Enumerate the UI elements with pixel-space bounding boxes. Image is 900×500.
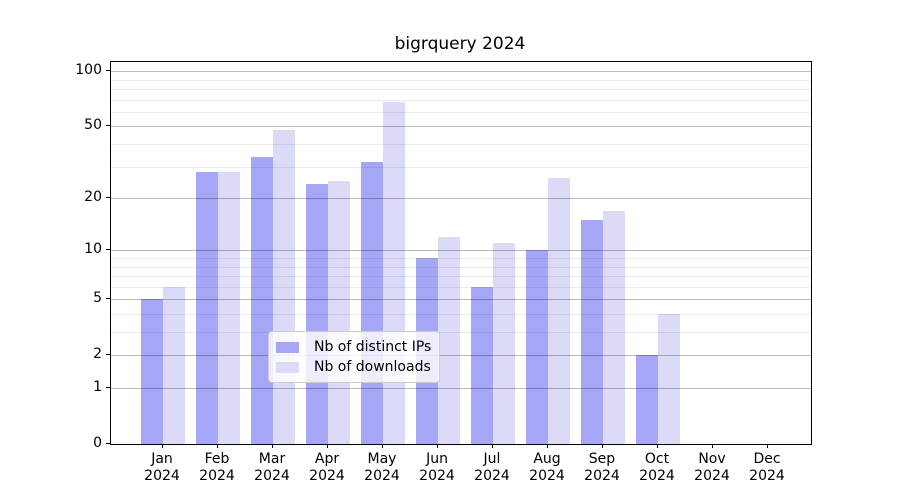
x-tick-mark-aug — [547, 444, 548, 448]
y-tick-mark-5 — [106, 298, 110, 300]
x-tick-label-jul: Jul 2024 — [474, 451, 510, 484]
x-tick-mark-feb — [217, 444, 218, 448]
y-tick-label-100: 100 — [75, 62, 102, 79]
bar-downloads-jun — [438, 236, 460, 444]
x-tick-mark-may — [382, 444, 383, 448]
x-tick-mark-apr — [327, 444, 328, 448]
bar-distinct-ips-jan — [141, 299, 163, 444]
x-tick-label-feb: Feb 2024 — [199, 451, 235, 484]
legend-label-distinct-ips: Nb of distinct IPs — [314, 339, 432, 355]
gridline-minor-60 — [111, 111, 811, 113]
bar-distinct-ips-mar — [251, 156, 273, 444]
y-tick-label-5: 5 — [93, 290, 102, 307]
y-tick-label-1: 1 — [93, 379, 102, 395]
x-tick-label-jan: Jan 2024 — [144, 451, 180, 484]
x-tick-label-dec: Dec 2024 — [749, 451, 785, 484]
bar-downloads-mar — [273, 129, 295, 444]
bar-distinct-ips-jul — [471, 286, 493, 444]
bar-downloads-sep — [603, 210, 625, 444]
y-tick-label-10: 10 — [84, 241, 102, 258]
bar-distinct-ips-sep — [581, 220, 603, 444]
bar-distinct-ips-may — [361, 161, 383, 444]
x-tick-mark-oct — [657, 444, 658, 448]
bar-downloads-may — [383, 101, 405, 444]
legend-swatch-downloads — [276, 361, 299, 373]
y-tick-mark-2 — [106, 354, 110, 356]
bar-distinct-ips-feb — [196, 172, 218, 444]
bar-downloads-aug — [548, 177, 570, 444]
chart-title: bigrquery 2024 — [394, 34, 526, 54]
bar-downloads-feb — [218, 172, 240, 444]
y-tick-mark-1 — [106, 387, 110, 388]
y-tick-label-20: 20 — [84, 189, 102, 206]
x-tick-mark-jan — [162, 444, 163, 448]
bar-distinct-ips-apr — [306, 183, 328, 444]
x-tick-label-sep: Sep 2024 — [584, 451, 620, 484]
y-tick-mark-10 — [106, 249, 110, 251]
y-tick-mark-50 — [106, 125, 110, 127]
x-tick-label-apr: Apr 2024 — [309, 451, 345, 484]
x-tick-mark-sep — [602, 444, 603, 448]
x-tick-label-mar: Mar 2024 — [254, 451, 290, 484]
gridline-minor-90 — [111, 79, 811, 81]
y-tick-mark-100 — [106, 70, 110, 72]
gridline-minor-70 — [111, 99, 811, 101]
legend-item-distinct-ips: Nb of distinct IPs — [276, 337, 431, 357]
x-tick-label-aug: Aug 2024 — [529, 451, 565, 484]
y-tick-label-50: 50 — [84, 117, 102, 134]
bar-distinct-ips-oct — [636, 355, 658, 444]
y-tick-mark-0 — [106, 443, 110, 444]
x-tick-label-oct: Oct 2024 — [639, 451, 675, 484]
x-tick-label-may: May 2024 — [364, 451, 400, 484]
gridline-minor-40 — [111, 144, 811, 146]
x-tick-mark-nov — [712, 444, 713, 448]
gridline-minor-80 — [111, 89, 811, 91]
legend-swatch-distinct-ips — [276, 341, 299, 353]
bar-downloads-jul — [493, 243, 515, 444]
x-tick-label-jun: Jun 2024 — [419, 451, 455, 484]
legend-label-downloads: Nb of downloads — [314, 359, 431, 375]
bar-downloads-jan — [163, 286, 185, 444]
bar-downloads-apr — [328, 180, 350, 444]
legend-item-downloads: Nb of downloads — [276, 357, 431, 377]
y-tick-label-2: 2 — [93, 346, 102, 363]
plot-area — [110, 61, 812, 445]
bar-downloads-oct — [658, 314, 680, 444]
bar-distinct-ips-aug — [526, 250, 548, 444]
y-tick-label-0: 0 — [93, 435, 102, 451]
legend: Nb of distinct IPs Nb of downloads — [268, 331, 441, 383]
x-tick-mark-jul — [492, 444, 493, 448]
x-tick-mark-jun — [437, 444, 438, 448]
gridline-major-50 — [111, 126, 811, 128]
x-tick-mark-dec — [767, 444, 768, 448]
x-tick-label-nov: Nov 2024 — [694, 451, 730, 484]
y-tick-mark-20 — [106, 197, 110, 199]
gridline-major-100 — [111, 71, 811, 73]
gridline-minor-30 — [111, 166, 811, 168]
x-tick-mark-mar — [272, 444, 273, 448]
